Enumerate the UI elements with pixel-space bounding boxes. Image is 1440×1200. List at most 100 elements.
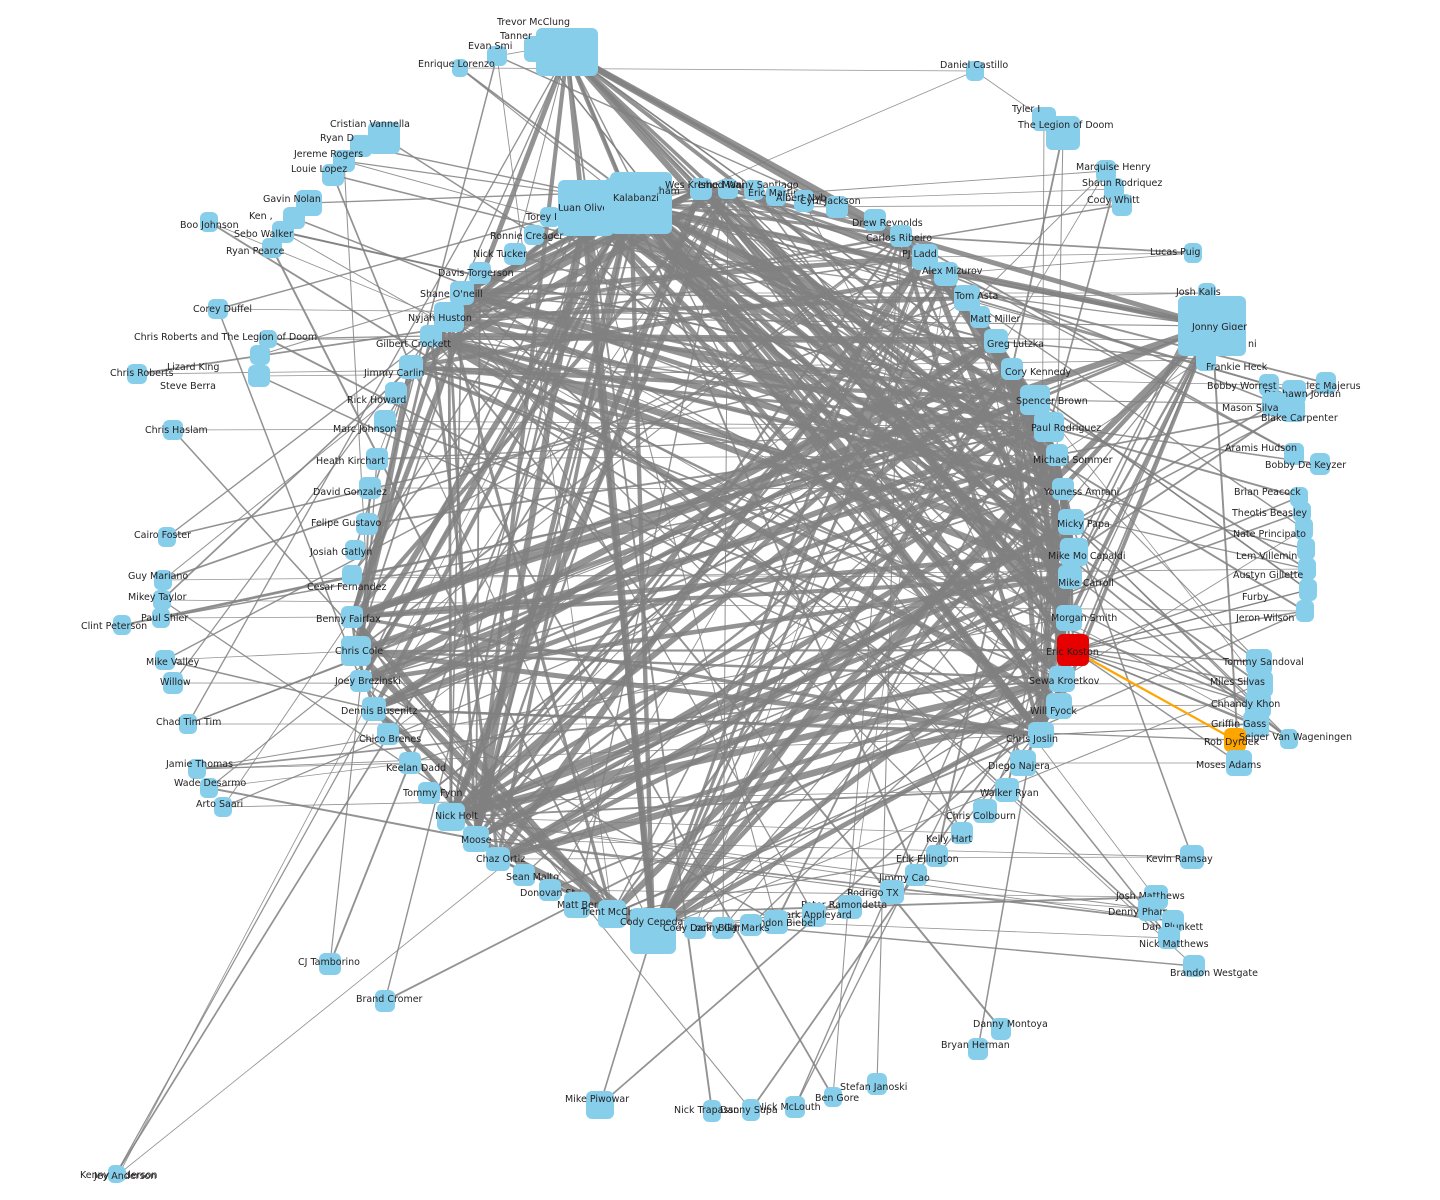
graph-node[interactable]	[744, 180, 764, 200]
graph-node[interactable]	[1058, 509, 1084, 535]
graph-node[interactable]	[155, 650, 175, 670]
graph-node[interactable]	[740, 914, 762, 936]
graph-node[interactable]	[1020, 385, 1050, 415]
graph-node[interactable]	[153, 590, 171, 610]
graph-node[interactable]	[399, 752, 421, 774]
graph-node[interactable]	[586, 1091, 614, 1119]
graph-node[interactable]	[1049, 666, 1075, 692]
graph-node[interactable]	[1281, 398, 1305, 422]
graph-node[interactable]	[1293, 502, 1311, 522]
graph-node[interactable]	[984, 329, 1008, 353]
graph-node[interactable]	[200, 778, 218, 798]
graph-node[interactable]	[450, 281, 474, 305]
graph-node[interactable]	[399, 355, 423, 379]
graph-node[interactable]	[1058, 565, 1082, 589]
graph-node[interactable]	[208, 299, 228, 319]
graph-node[interactable]	[991, 1018, 1011, 1040]
graph-node[interactable]	[802, 903, 826, 927]
graph-node[interactable]	[968, 1038, 988, 1060]
graph-node[interactable]	[341, 636, 371, 666]
graph-node[interactable]	[1295, 518, 1313, 540]
graph-node[interactable]	[341, 606, 363, 628]
graph-node[interactable]	[374, 410, 396, 432]
graph-node[interactable]	[420, 325, 442, 347]
graph-node[interactable]	[970, 306, 990, 328]
graph-node[interactable]	[1222, 330, 1242, 350]
graph-node[interactable]	[154, 570, 172, 590]
graph-node[interactable]	[1056, 605, 1082, 631]
graph-node[interactable]	[356, 513, 378, 535]
graph-node[interactable]	[995, 778, 1019, 802]
graph-node[interactable]	[1259, 374, 1279, 396]
graph-node[interactable]	[350, 135, 372, 157]
graph-node[interactable]	[1057, 634, 1089, 666]
graph-node[interactable]	[1112, 194, 1132, 216]
graph-node[interactable]	[598, 900, 626, 928]
graph-node[interactable]	[1246, 649, 1272, 675]
graph-node[interactable]	[703, 1100, 721, 1122]
graph-node[interactable]	[1296, 600, 1314, 622]
graph-node[interactable]	[248, 365, 270, 387]
graph-node[interactable]	[1284, 443, 1304, 465]
graph-node[interactable]	[824, 1087, 842, 1107]
graph-node[interactable]	[524, 225, 544, 245]
graph-node[interactable]	[1224, 728, 1246, 752]
graph-node[interactable]	[1028, 722, 1054, 748]
graph-node[interactable]	[452, 59, 468, 77]
graph-node[interactable]	[524, 36, 550, 62]
graph-node[interactable]	[1034, 412, 1064, 442]
graph-node[interactable]	[259, 330, 277, 348]
graph-node[interactable]	[540, 207, 560, 227]
graph-node[interactable]	[437, 803, 465, 831]
graph-node[interactable]	[1046, 116, 1080, 150]
graph-node[interactable]	[712, 917, 734, 939]
graph-node[interactable]	[1162, 910, 1184, 932]
graph-node[interactable]	[487, 46, 507, 66]
graph-node[interactable]	[766, 186, 786, 206]
graph-node[interactable]	[1183, 955, 1205, 977]
graph-node[interactable]	[1226, 750, 1252, 776]
graph-node[interactable]	[539, 879, 561, 901]
graph-node[interactable]	[785, 1096, 805, 1118]
graph-node[interactable]	[1196, 349, 1216, 371]
graph-node[interactable]	[1052, 478, 1074, 500]
graph-node[interactable]	[1184, 243, 1202, 263]
graph-node[interactable]	[1310, 453, 1330, 475]
graph-node[interactable]	[867, 1073, 887, 1095]
graph-node[interactable]	[564, 892, 590, 918]
graph-node[interactable]	[368, 122, 400, 154]
graph-node[interactable]	[1096, 160, 1116, 182]
graph-node[interactable]	[718, 179, 738, 199]
graph-node[interactable]	[826, 196, 848, 218]
graph-node[interactable]	[469, 262, 491, 284]
graph-node[interactable]	[764, 910, 788, 934]
graph-node[interactable]	[262, 238, 282, 258]
graph-node[interactable]	[486, 847, 510, 871]
graph-node[interactable]	[322, 164, 344, 186]
graph-node[interactable]	[926, 845, 948, 867]
graph-node[interactable]	[794, 190, 814, 212]
graph-node[interactable]	[1046, 444, 1068, 466]
graph-node[interactable]	[1316, 372, 1336, 394]
graph-node[interactable]	[951, 822, 973, 844]
graph-node[interactable]	[905, 864, 927, 886]
graph-node[interactable]	[1046, 693, 1072, 719]
graph-node[interactable]	[630, 908, 676, 954]
graph-node[interactable]	[880, 880, 904, 904]
graph-node[interactable]	[163, 420, 183, 440]
graph-node[interactable]	[912, 244, 938, 270]
graph-node[interactable]	[1298, 558, 1316, 580]
graph-node[interactable]	[362, 697, 386, 721]
graph-node[interactable]	[200, 212, 218, 232]
graph-node[interactable]	[463, 826, 489, 852]
graph-node[interactable]	[1297, 538, 1315, 560]
graph-node[interactable]	[345, 540, 365, 560]
graph-node[interactable]	[188, 759, 206, 779]
graph-node[interactable]	[1001, 358, 1023, 380]
graph-node[interactable]	[158, 527, 176, 547]
graph-node[interactable]	[742, 1099, 760, 1121]
graph-node[interactable]	[272, 221, 294, 243]
graph-node[interactable]	[214, 797, 232, 817]
graph-node[interactable]	[112, 1166, 126, 1182]
